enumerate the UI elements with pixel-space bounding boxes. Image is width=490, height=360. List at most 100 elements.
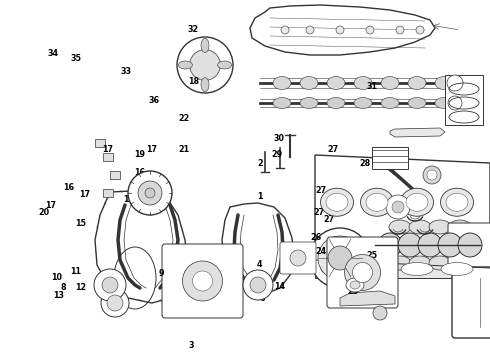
- Ellipse shape: [361, 262, 393, 275]
- Circle shape: [392, 201, 404, 213]
- Text: 10: 10: [51, 273, 62, 282]
- Circle shape: [448, 96, 462, 110]
- Circle shape: [290, 250, 306, 266]
- Text: 15: 15: [75, 219, 86, 228]
- Bar: [372, 147, 408, 169]
- Ellipse shape: [409, 256, 431, 270]
- Text: 27: 27: [316, 186, 326, 195]
- Ellipse shape: [354, 98, 372, 108]
- FancyBboxPatch shape: [327, 237, 398, 308]
- Ellipse shape: [327, 77, 345, 90]
- Ellipse shape: [429, 220, 451, 234]
- Text: 1: 1: [257, 192, 263, 201]
- Ellipse shape: [346, 278, 364, 292]
- Circle shape: [243, 270, 273, 300]
- Bar: [315, 260, 490, 278]
- Circle shape: [458, 233, 482, 257]
- FancyBboxPatch shape: [448, 223, 490, 272]
- Ellipse shape: [435, 77, 453, 90]
- Text: 27: 27: [328, 145, 339, 154]
- Ellipse shape: [321, 262, 353, 275]
- Ellipse shape: [400, 188, 434, 216]
- Text: 7: 7: [208, 274, 214, 284]
- Text: 16: 16: [134, 168, 145, 177]
- Circle shape: [373, 306, 387, 320]
- Text: 32: 32: [187, 25, 198, 34]
- Ellipse shape: [408, 98, 426, 108]
- Text: 12: 12: [75, 284, 86, 292]
- Circle shape: [101, 289, 129, 317]
- Circle shape: [423, 166, 441, 184]
- Text: 33: 33: [121, 68, 132, 77]
- Ellipse shape: [218, 61, 232, 69]
- Text: 9: 9: [159, 269, 165, 278]
- Text: 17: 17: [147, 145, 157, 154]
- Ellipse shape: [326, 193, 348, 211]
- Circle shape: [94, 269, 126, 301]
- Ellipse shape: [273, 98, 291, 108]
- Circle shape: [250, 277, 266, 293]
- Ellipse shape: [201, 39, 209, 53]
- Text: 15: 15: [139, 199, 150, 208]
- Bar: [103, 153, 113, 161]
- Ellipse shape: [327, 98, 345, 108]
- Text: 25: 25: [367, 251, 378, 260]
- FancyBboxPatch shape: [280, 242, 316, 274]
- Text: 35: 35: [71, 54, 81, 63]
- Polygon shape: [250, 5, 435, 55]
- Text: 16: 16: [63, 183, 74, 192]
- Text: 5: 5: [112, 302, 118, 310]
- Text: 27: 27: [313, 208, 324, 217]
- Text: 20: 20: [39, 208, 49, 217]
- Ellipse shape: [446, 193, 468, 211]
- Text: 14: 14: [274, 282, 285, 291]
- Text: 28: 28: [360, 159, 370, 168]
- Circle shape: [310, 228, 370, 288]
- Bar: [95, 139, 105, 147]
- Circle shape: [145, 188, 155, 198]
- Circle shape: [182, 261, 222, 301]
- Ellipse shape: [449, 220, 471, 234]
- Text: 8: 8: [61, 284, 67, 292]
- FancyBboxPatch shape: [452, 267, 490, 338]
- Circle shape: [281, 26, 289, 34]
- Circle shape: [416, 26, 424, 34]
- Ellipse shape: [366, 193, 388, 211]
- Circle shape: [396, 26, 404, 34]
- Text: 17: 17: [102, 145, 113, 154]
- Text: 3: 3: [188, 341, 194, 350]
- Circle shape: [306, 26, 314, 34]
- Bar: [103, 189, 113, 197]
- Ellipse shape: [320, 188, 353, 216]
- Text: 17: 17: [123, 195, 134, 204]
- Polygon shape: [390, 128, 445, 137]
- Circle shape: [386, 195, 410, 219]
- Circle shape: [352, 262, 372, 283]
- Bar: [445, 75, 483, 125]
- Circle shape: [378, 233, 402, 257]
- Ellipse shape: [462, 77, 480, 90]
- Ellipse shape: [462, 98, 480, 108]
- Text: 24: 24: [316, 247, 326, 256]
- Ellipse shape: [435, 98, 453, 108]
- Ellipse shape: [401, 262, 433, 275]
- Circle shape: [418, 233, 442, 257]
- Text: 26: 26: [311, 233, 321, 242]
- Text: 17: 17: [79, 190, 90, 199]
- Ellipse shape: [354, 77, 372, 90]
- Text: 11: 11: [71, 267, 81, 276]
- Text: 29: 29: [271, 150, 282, 159]
- Circle shape: [427, 170, 437, 180]
- Circle shape: [190, 50, 220, 80]
- Circle shape: [138, 181, 162, 205]
- Polygon shape: [315, 155, 490, 268]
- Circle shape: [438, 233, 462, 257]
- Ellipse shape: [441, 188, 473, 216]
- Text: 34: 34: [48, 49, 58, 58]
- Text: 23: 23: [347, 287, 358, 296]
- Ellipse shape: [429, 256, 451, 270]
- Text: 2: 2: [257, 159, 263, 168]
- Text: 31: 31: [367, 82, 378, 91]
- Text: 18: 18: [188, 77, 199, 85]
- Text: 22: 22: [179, 113, 190, 122]
